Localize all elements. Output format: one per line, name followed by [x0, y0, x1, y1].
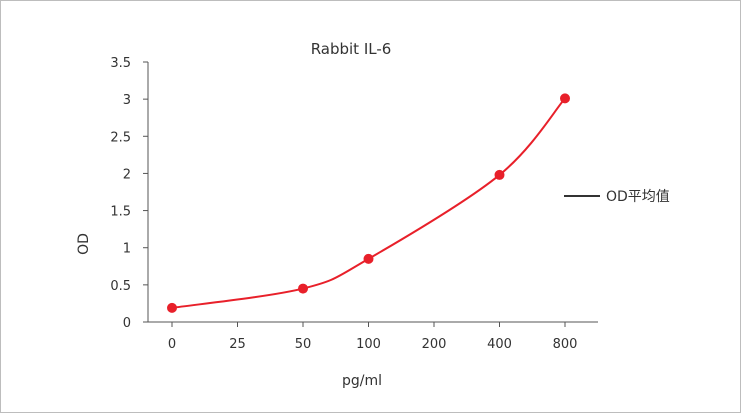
y-tick-label: 2 — [123, 167, 131, 182]
y-tick-label: 1.5 — [110, 205, 131, 220]
legend-label: OD平均值 — [606, 189, 670, 205]
y-tick-label: 0.5 — [110, 279, 131, 294]
plot-area — [167, 93, 570, 312]
x-tick-label: 400 — [487, 337, 512, 352]
data-point — [167, 303, 177, 313]
x-tick-label: 800 — [553, 337, 578, 352]
y-tick-label: 1 — [123, 242, 131, 257]
x-axis-title: pg/ml — [342, 373, 382, 389]
x-tick-label: 25 — [229, 337, 246, 352]
x-tick-label: 200 — [422, 337, 447, 352]
data-point — [298, 284, 308, 294]
x-tick-label: 100 — [356, 337, 381, 352]
y-tick-label: 3 — [123, 93, 131, 108]
series-line — [172, 98, 565, 307]
y-tick-label: 2.5 — [110, 130, 131, 145]
data-point — [364, 254, 374, 264]
data-point — [560, 93, 570, 103]
chart-title: Rabbit IL-6 — [311, 40, 392, 58]
y-tick-label: 3.5 — [110, 56, 131, 71]
legend: OD平均值 — [564, 189, 670, 205]
data-point — [495, 170, 505, 180]
x-tick-label: 0 — [168, 337, 176, 352]
y-tick-label: 0 — [123, 316, 131, 331]
axes — [148, 62, 598, 322]
x-tick-label: 50 — [295, 337, 312, 352]
y-axis-title: OD — [76, 233, 92, 255]
